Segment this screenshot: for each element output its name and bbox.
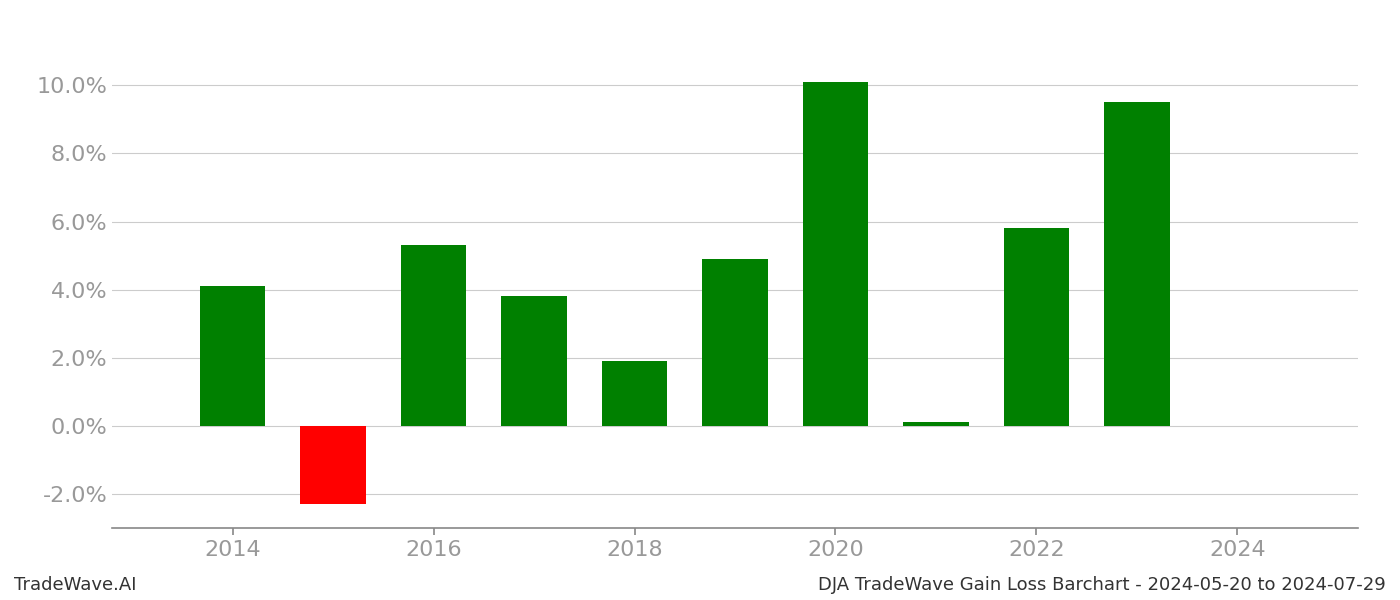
Bar — [1105, 103, 1169, 426]
Bar — [501, 296, 567, 426]
Bar — [200, 286, 265, 426]
Bar — [602, 361, 668, 426]
Bar — [903, 422, 969, 426]
Bar — [802, 82, 868, 426]
Bar — [1004, 229, 1070, 426]
Text: DJA TradeWave Gain Loss Barchart - 2024-05-20 to 2024-07-29: DJA TradeWave Gain Loss Barchart - 2024-… — [818, 576, 1386, 594]
Text: TradeWave.AI: TradeWave.AI — [14, 576, 137, 594]
Bar — [301, 426, 365, 504]
Bar — [400, 245, 466, 426]
Bar — [703, 259, 767, 426]
